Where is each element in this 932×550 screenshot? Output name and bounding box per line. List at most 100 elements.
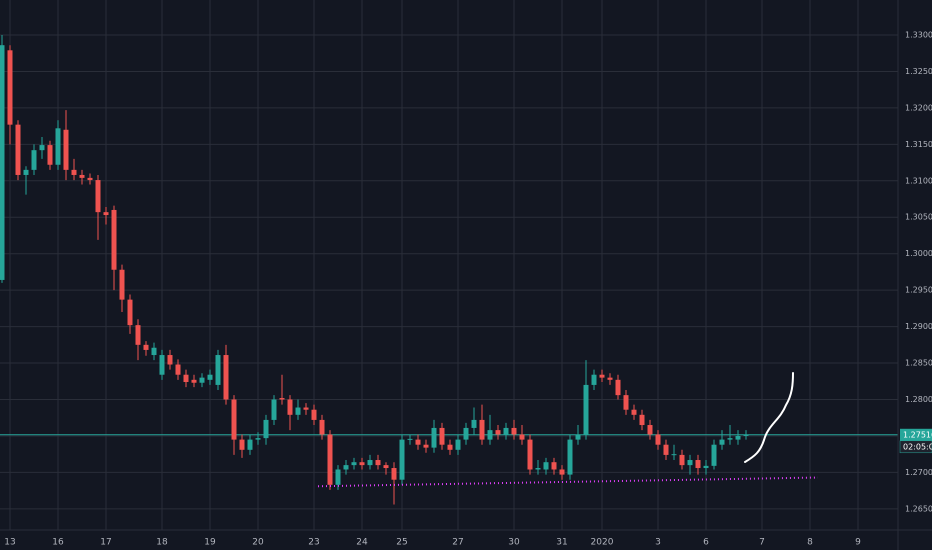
candle-body: [551, 462, 557, 470]
candle-body: [735, 435, 741, 440]
candle-body: [399, 439, 405, 480]
candle-body: [639, 414, 645, 426]
candle-body: [295, 407, 301, 415]
candle-body: [71, 169, 77, 175]
x-tick-label: 25: [396, 538, 407, 548]
candle-body: [135, 325, 141, 345]
candle-body: [271, 399, 277, 420]
candle-body: [167, 355, 173, 365]
candle-body: [543, 462, 549, 470]
candle-body: [439, 427, 445, 445]
x-tick-label: 20: [252, 538, 264, 548]
candle-body: [671, 454, 677, 456]
candle-body: [343, 465, 349, 470]
candle-body: [743, 434, 749, 436]
candle-body: [655, 434, 661, 445]
candle-body: [263, 419, 269, 439]
candle-body: [143, 344, 149, 350]
candle-body: [583, 384, 589, 435]
candle-body: [727, 438, 733, 440]
candle-body: [159, 355, 165, 375]
candle-body: [647, 425, 653, 435]
x-tick-label: 19: [204, 538, 216, 548]
y-tick-label: 1.26500: [905, 504, 932, 513]
candle-body: [567, 439, 573, 475]
freehand-drawing: [744, 372, 794, 463]
candle-body: [223, 355, 229, 400]
candle-body: [23, 169, 29, 175]
candle-body: [407, 438, 413, 440]
candle-body: [287, 399, 293, 415]
candle-body: [487, 430, 493, 440]
candle-body: [311, 409, 317, 420]
x-tick-label: 23: [308, 538, 319, 548]
candle-body: [503, 427, 509, 435]
x-tick-label: 24: [356, 538, 368, 548]
candle-body: [103, 212, 109, 216]
candle-body: [303, 407, 309, 410]
candle-body: [7, 50, 13, 125]
x-tick-label: 2020: [591, 538, 614, 548]
candle-body: [431, 427, 437, 448]
candle-body: [375, 460, 381, 466]
y-tick-label: 1.28000: [905, 395, 932, 404]
time-axis: [0, 530, 932, 550]
candle-body: [423, 444, 429, 448]
candle-body: [615, 379, 621, 396]
x-tick-label: 30: [508, 538, 520, 548]
x-tick-label: 17: [100, 538, 111, 548]
last-price-box: [900, 428, 932, 441]
candle-body: [231, 399, 237, 440]
candle-body: [495, 430, 501, 435]
y-tick-label: 1.32500: [905, 67, 932, 76]
y-tick-label: 1.30000: [905, 249, 932, 258]
y-tick-label: 1.33000: [905, 30, 932, 39]
candle-body: [455, 439, 461, 450]
y-tick-label: 1.31000: [905, 176, 932, 185]
trendline: [317, 476, 819, 488]
x-tick-label: 9: [855, 538, 861, 548]
candle-body: [719, 439, 725, 445]
countdown-box: [899, 440, 932, 454]
candle-body: [679, 454, 685, 466]
last-price-label: 1.27516: [903, 430, 932, 439]
candle-body: [119, 269, 125, 300]
candle-body: [111, 209, 117, 270]
candle-body: [95, 180, 101, 213]
candle-body: [239, 439, 245, 450]
candle-body: [391, 468, 397, 480]
candle-body: [127, 299, 133, 326]
candle-body: [559, 469, 565, 475]
y-tick-label: 1.31500: [905, 140, 932, 149]
candle-body: [327, 434, 333, 485]
x-tick-label: 3: [655, 538, 661, 548]
axes: 1.265001.270001.275001.280001.285001.290…: [4, 30, 932, 548]
candle-body: [199, 377, 205, 383]
candle-body: [575, 434, 581, 440]
candle-body: [279, 398, 285, 400]
price-axis: [898, 0, 932, 550]
candle-body: [711, 444, 717, 466]
candle-body: [607, 377, 613, 380]
x-tick-label: 31: [556, 538, 567, 548]
x-tick-label: 16: [52, 538, 64, 548]
candle-body: [183, 374, 189, 383]
y-tick-label: 1.29000: [905, 322, 932, 331]
x-tick-label: 27: [452, 538, 463, 548]
candle-body: [471, 419, 477, 428]
candle-body: [151, 347, 157, 356]
candle-body: [39, 145, 45, 151]
candle-body: [319, 419, 325, 435]
drawings: [317, 372, 819, 488]
candle-body: [351, 462, 357, 466]
candle-body: [687, 460, 693, 466]
candle-body: [207, 374, 213, 380]
candle-body: [191, 379, 197, 383]
candle-body: [599, 374, 605, 378]
candle-body: [175, 364, 181, 375]
candle-body: [15, 124, 21, 175]
candle-body: [31, 150, 37, 170]
candle-body: [703, 465, 709, 469]
